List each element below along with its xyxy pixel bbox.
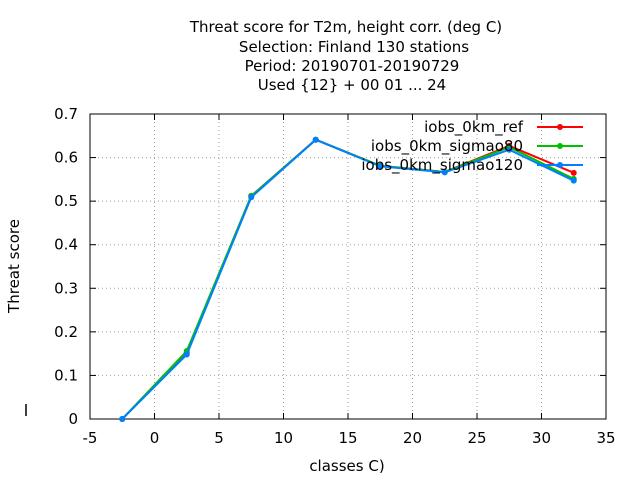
y-tick-label: 0.2 — [54, 323, 78, 341]
series-iobs-0km-sigmao80 — [119, 136, 577, 422]
grid-lines — [90, 114, 606, 419]
data-point — [441, 169, 448, 176]
data-point — [506, 146, 513, 153]
legend: iobs_0km_refiobs_0km_sigmao80iobs_0km_si… — [361, 118, 583, 175]
title-line-4: Used {12} + 00 01 ... 24 — [258, 76, 446, 94]
y-tick-label: 0.4 — [54, 236, 78, 254]
x-tick-label: 30 — [532, 429, 551, 447]
data-point — [570, 169, 577, 176]
x-tick-label: 5 — [214, 429, 224, 447]
tick-labels: -5 0 5 10 15 20 25 30 35 0 0.1 0.2 0.3 0.4 0.5 0.6 0.7 — [54, 105, 615, 447]
series-iobs-0km-ref — [119, 136, 577, 422]
y-tick-label: 0.5 — [54, 192, 78, 210]
title-line-3: Period: 20190701-20190729 — [245, 57, 460, 75]
series-line — [121, 138, 575, 420]
legend-label: iobs_0km_sigmao120 — [361, 156, 523, 175]
x-tick-label: 25 — [467, 429, 486, 447]
y-tick-label: 0.6 — [54, 149, 78, 167]
x-tick-label: -5 — [83, 429, 98, 447]
legend-marker — [557, 162, 563, 168]
y-tick-label: 0.1 — [54, 366, 78, 384]
data-point — [377, 163, 384, 170]
x-axis-label: classes C) — [309, 457, 384, 475]
data-point — [248, 194, 255, 201]
axis-ticks — [89, 113, 607, 420]
legend-label: iobs_0km_sigmao80 — [371, 137, 523, 156]
title-line-2: Selection: Finland 130 stations — [239, 38, 469, 56]
data-point — [312, 136, 319, 143]
legend-label: iobs_0km_ref — [424, 118, 524, 137]
series-line — [121, 138, 575, 420]
y-axis-label: Threat score — [5, 219, 23, 314]
title-line-1: Threat score for T2m, height corr. (deg … — [189, 18, 502, 36]
legend-entry-iobs-0km-sigmao80: iobs_0km_sigmao80 — [371, 137, 583, 156]
legend-marker — [557, 143, 563, 149]
legend-entry-iobs-0km-ref: iobs_0km_ref — [424, 118, 583, 137]
data-point — [119, 416, 126, 422]
series-lines — [119, 136, 577, 422]
legend-marker — [557, 124, 563, 130]
chart-title: Threat score for T2m, height corr. (deg … — [189, 18, 502, 94]
data-point — [183, 351, 190, 358]
x-tick-label: 15 — [338, 429, 357, 447]
x-tick-label: 35 — [596, 429, 615, 447]
plot-frame — [89, 113, 607, 420]
x-tick-label: 0 — [150, 429, 160, 447]
legend-entry-iobs-0km-sigmao120: iobs_0km_sigmao120 — [361, 156, 583, 175]
series-line — [121, 138, 575, 420]
y-tick-label: 0.3 — [54, 279, 78, 297]
y-tick-label: 0 — [68, 410, 78, 428]
series-iobs-0km-sigmao120 — [119, 136, 577, 422]
x-tick-label: 20 — [403, 429, 422, 447]
y-tick-label: 0.7 — [54, 105, 78, 123]
data-point — [570, 177, 577, 184]
x-tick-label: 10 — [274, 429, 293, 447]
